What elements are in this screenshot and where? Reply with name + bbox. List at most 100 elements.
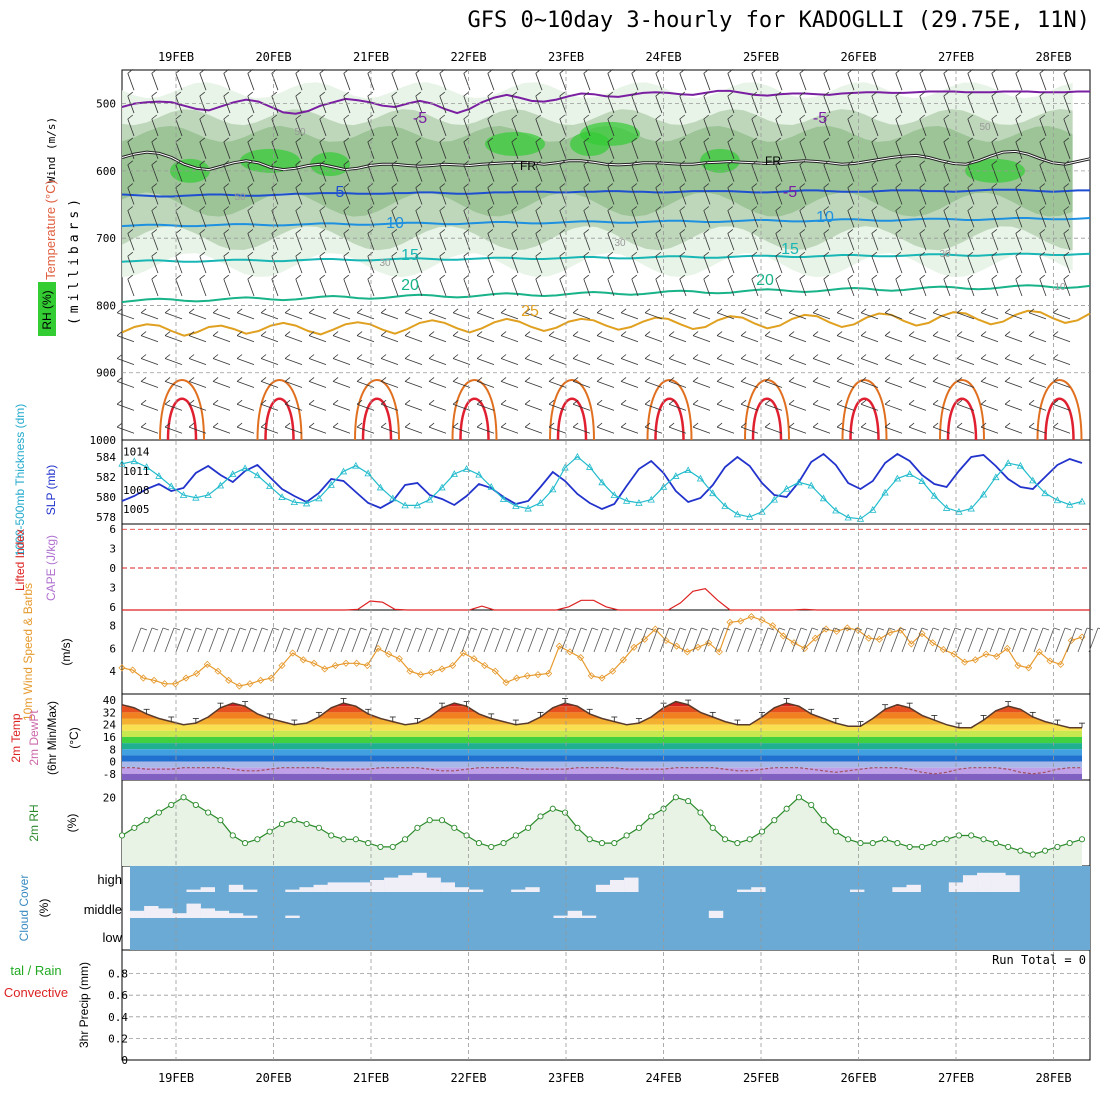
date-label-bottom: 24FEB xyxy=(645,1071,681,1085)
wind10m-barb-flag xyxy=(481,627,489,631)
wind-barb-flag xyxy=(836,354,843,359)
wind-barb-flag xyxy=(404,399,411,405)
wind-barb xyxy=(764,403,783,411)
wind10m-barb-flag xyxy=(723,627,731,631)
wind-barb xyxy=(319,95,327,114)
wind-tick-label: 6 xyxy=(109,642,116,655)
wind10m-marker xyxy=(843,624,851,632)
wind-barb-flag xyxy=(428,377,435,382)
wind10m-barb-flag xyxy=(954,627,962,631)
cloud-mid-gap xyxy=(553,915,568,918)
slp-marker xyxy=(795,478,803,486)
wind-barb xyxy=(116,312,135,320)
wind-barb-flag xyxy=(223,91,230,97)
wind-barb-flag xyxy=(884,354,891,359)
rh2m-marker xyxy=(894,840,901,847)
wind-barb-flag xyxy=(967,229,974,234)
wind-barb-flag xyxy=(127,251,134,257)
wind10m-barb xyxy=(164,627,175,653)
rh2m-marker xyxy=(500,840,507,847)
wind-barb xyxy=(775,210,783,228)
wind10m-barb-flag xyxy=(712,627,720,631)
wind-barb xyxy=(751,256,759,274)
wind-barb-flag xyxy=(247,206,254,211)
wind-barb-flag xyxy=(511,229,518,234)
wind-barb xyxy=(751,95,759,114)
contour-label: -5 xyxy=(413,110,427,127)
wind10m-marker xyxy=(865,634,873,642)
wind-barb xyxy=(524,381,543,388)
wind-barb xyxy=(199,278,207,297)
wind-barb xyxy=(247,187,255,205)
pressure-tick-label: 700 xyxy=(96,232,116,245)
rh2m-marker xyxy=(906,843,913,850)
wind-barb-flag xyxy=(943,160,950,166)
wind-barb xyxy=(1052,335,1071,343)
wind10m-marker xyxy=(694,643,702,651)
wind-barb xyxy=(1015,141,1023,159)
wind-barb-flag xyxy=(511,137,518,143)
side-labels: Wind (m/s) Temperature (°C) (millibars) … xyxy=(4,117,1086,1048)
slp-marker xyxy=(856,514,865,522)
wind-barb-flag xyxy=(871,137,878,143)
wind10m-marker xyxy=(417,671,425,679)
wind-barb xyxy=(175,256,183,274)
wind-barb xyxy=(236,426,255,434)
wind-barb xyxy=(860,358,879,366)
wind10m-barb-flag xyxy=(316,627,324,631)
rh2m-marker xyxy=(512,832,519,839)
wind10m-barb xyxy=(714,627,725,653)
wind-barb xyxy=(260,335,279,343)
wind-barb xyxy=(836,335,855,343)
wind-barb-flag xyxy=(511,91,518,97)
wind-barb-flag xyxy=(668,422,675,428)
wind-barb xyxy=(127,210,135,228)
wind-barb-flag xyxy=(799,114,806,120)
rh2m-marker xyxy=(611,840,618,847)
wind-barb-flag xyxy=(1015,114,1022,120)
wind-barb-flag xyxy=(823,274,830,280)
wind10m-marker xyxy=(726,618,734,626)
wind-barb-flag xyxy=(404,354,411,359)
wind-barb-flag xyxy=(404,331,411,336)
rh2m-marker xyxy=(685,798,692,805)
rh2m-marker xyxy=(697,809,704,816)
label-dewpt2m: 2m DewPt xyxy=(27,710,41,766)
wind-barb-flag xyxy=(644,331,651,336)
wind-barb xyxy=(308,403,327,411)
wind10m-barb xyxy=(791,627,802,653)
rh2m-marker xyxy=(168,801,175,808)
wind10m-marker xyxy=(491,667,499,675)
thickness-tick-label: 578 xyxy=(96,511,116,524)
wind-barb-flag xyxy=(428,331,435,336)
wind10m-marker xyxy=(630,643,638,651)
wind-barb-flag xyxy=(295,206,302,211)
wind-barb xyxy=(164,381,183,388)
panel-frame-lifted-cape xyxy=(121,523,1091,611)
wind-barb xyxy=(812,426,831,434)
wind10m-marker xyxy=(299,656,307,664)
cloud-high-gap xyxy=(299,887,314,892)
wind-barb-flag xyxy=(559,137,566,143)
label-rh2m: 2m RH xyxy=(27,804,41,841)
wind10m-marker xyxy=(246,680,254,688)
wind-barb xyxy=(271,233,279,251)
slp-marker xyxy=(290,498,298,506)
wind10m-marker xyxy=(1003,644,1011,653)
wind-barb-flag xyxy=(1063,137,1070,143)
wind-barb xyxy=(991,95,999,114)
wind10m-marker xyxy=(182,674,190,682)
rh2m-marker xyxy=(648,813,655,820)
wind10m-marker xyxy=(705,639,713,647)
wind10m-marker xyxy=(1035,648,1043,656)
rh2m-marker xyxy=(315,824,322,831)
cloud-layer xyxy=(130,866,1090,950)
temp-tick-label: 32 xyxy=(103,706,116,719)
wind10m-marker xyxy=(353,659,361,667)
wind10m-barb xyxy=(1000,627,1011,653)
wind-barb-flag xyxy=(655,114,662,120)
wind-barb xyxy=(908,403,927,411)
wind-barb-flag xyxy=(1052,422,1059,428)
contour-label: -5 xyxy=(783,184,797,201)
wind-barb xyxy=(343,233,351,251)
